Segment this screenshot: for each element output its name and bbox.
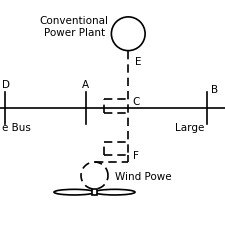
Text: C: C — [133, 97, 140, 107]
Text: A: A — [82, 80, 89, 90]
Text: F: F — [133, 151, 139, 161]
Text: Wind Powe: Wind Powe — [115, 172, 171, 182]
Text: Conventional
Power Plant: Conventional Power Plant — [40, 16, 109, 38]
Text: D: D — [2, 80, 10, 90]
Ellipse shape — [94, 189, 135, 195]
Text: E: E — [135, 57, 142, 67]
Ellipse shape — [54, 189, 94, 195]
Text: e Bus: e Bus — [2, 123, 31, 133]
Bar — [92, 189, 97, 195]
Text: Large: Large — [176, 123, 205, 133]
Text: B: B — [212, 85, 219, 95]
